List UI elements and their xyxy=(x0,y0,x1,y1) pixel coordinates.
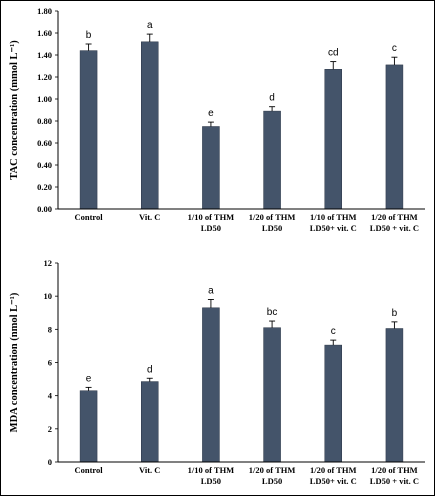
tac-x-tick-label: 1/20 of THM xyxy=(371,212,418,222)
tac-y-tick-label: 0.40 xyxy=(37,160,52,170)
tac-y-tick-label: 0.20 xyxy=(37,182,52,192)
tac-significance-label: b xyxy=(86,30,92,41)
mda-x-tick-label: 1/20 of THM xyxy=(371,465,418,475)
mda-y-tick-label: 2 xyxy=(48,424,52,434)
tac-x-tick-label: 1/20 of THM xyxy=(249,212,296,222)
mda-x-tick-label: Vit. C xyxy=(139,465,160,475)
tac-y-tick-label: 1.80 xyxy=(37,6,52,16)
mda-y-tick-label: 4 xyxy=(48,391,53,401)
tac-significance-label: a xyxy=(147,20,153,31)
mda-y-tick-label: 10 xyxy=(44,291,53,301)
mda-significance-label: a xyxy=(208,285,214,296)
mda-x-tick-label: 1/20 of THM xyxy=(249,465,296,475)
mda-x-tick-label: LD50 + vit. C xyxy=(370,476,419,486)
mda-y-tick-label: 12 xyxy=(44,258,53,268)
mda-y-axis-title: MDA concentration (nmol L⁻¹) xyxy=(9,292,20,432)
tac-x-tick-label: LD50 xyxy=(201,223,221,233)
tac-bar xyxy=(202,126,220,210)
tac-x-tick-label: 1/10 of THM xyxy=(188,212,235,222)
tac-x-tick-label: LD50 + vit. C xyxy=(370,223,419,233)
tac-significance-label: cd xyxy=(328,48,339,59)
tac-y-tick-label: 1.40 xyxy=(37,50,52,60)
mda-bar xyxy=(263,327,281,463)
tac-significance-label: c xyxy=(392,43,397,54)
tac-y-axis-title: TAC concentration (mmol L⁻¹) xyxy=(9,40,20,180)
mda-significance-label: d xyxy=(147,364,153,375)
mda-bar xyxy=(385,328,404,463)
mda-x-tick-label: LD50+ vit. C xyxy=(310,476,357,486)
tac-x-tick-label: LD50+ vit. C xyxy=(310,223,357,233)
mda-y-tick-label: 8 xyxy=(48,324,52,334)
mda-x-tick-label: Control xyxy=(74,465,103,475)
tac-chart: 0.00 0.20 0.40 0.60 0.80 1.00 1.20 1.40 1.60 1.80… xyxy=(9,6,425,233)
mda-x-tick-label: LD50 xyxy=(201,476,221,486)
tac-x-tick-label: LD50 xyxy=(262,223,282,233)
mda-y-tick-label: 0 xyxy=(48,457,52,467)
mda-x-tick-label: LD50 xyxy=(262,476,282,486)
tac-y-tick-label: 1.00 xyxy=(37,94,52,104)
tac-x-tick-label: 1/10 of THM xyxy=(310,212,357,222)
tac-significance-label: d xyxy=(269,93,275,104)
tac-y-tick-label: 1.60 xyxy=(37,28,52,38)
mda-bar xyxy=(202,307,220,463)
tac-bar xyxy=(385,64,404,210)
tac-y-tick-label: 0.60 xyxy=(37,138,52,148)
mda-significance-label: e xyxy=(86,373,92,384)
mda-x-tick-label: 1/20 of THM xyxy=(310,465,357,475)
tac-y-tick-label: 0.80 xyxy=(37,116,52,126)
mda-bar xyxy=(141,381,159,463)
mda-significance-label: bc xyxy=(267,307,278,318)
mda-significance-label: c xyxy=(331,326,336,337)
tac-x-tick-label: Control xyxy=(74,212,103,222)
tac-bar xyxy=(263,110,281,210)
mda-x-tick-label: 1/10 of THM xyxy=(188,465,235,475)
mda-y-tick-label: 6 xyxy=(48,358,52,368)
tac-bar xyxy=(324,69,342,210)
mda-significance-label: b xyxy=(392,308,398,319)
tac-x-tick-label: Vit. C xyxy=(139,212,160,222)
mda-bar xyxy=(324,344,342,463)
tac-y-tick-label: 0.00 xyxy=(37,204,52,214)
tac-bar xyxy=(141,41,159,210)
tac-significance-label: e xyxy=(208,108,214,119)
mda-bar xyxy=(79,390,98,463)
tac-y-tick-label: 1.20 xyxy=(37,72,52,82)
tac-bar xyxy=(79,50,98,210)
